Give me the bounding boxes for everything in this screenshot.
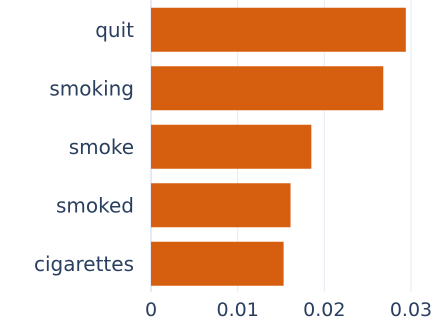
bar-quit[interactable] xyxy=(151,7,406,52)
x-tick-labels: 0 0.01 0.02 0.03 xyxy=(145,299,432,321)
x-tick-label: 0.03 xyxy=(390,299,432,321)
category-label: smoke xyxy=(69,135,134,159)
bar-smoking[interactable] xyxy=(151,66,384,111)
x-tick-label: 0.01 xyxy=(217,299,259,321)
bar-cigarettes[interactable] xyxy=(151,241,284,286)
category-label: smoked xyxy=(56,193,134,217)
category-label: smoking xyxy=(49,76,134,100)
x-tick-label: 0.02 xyxy=(303,299,345,321)
category-label: cigarettes xyxy=(34,252,134,276)
category-labels: quit smoking smoke smoked cigarettes xyxy=(34,18,134,276)
x-tick-label: 0 xyxy=(145,299,157,321)
bar-smoke[interactable] xyxy=(151,124,312,169)
category-label: quit xyxy=(95,18,134,42)
bars xyxy=(151,7,406,286)
bar-smoked[interactable] xyxy=(151,183,291,228)
